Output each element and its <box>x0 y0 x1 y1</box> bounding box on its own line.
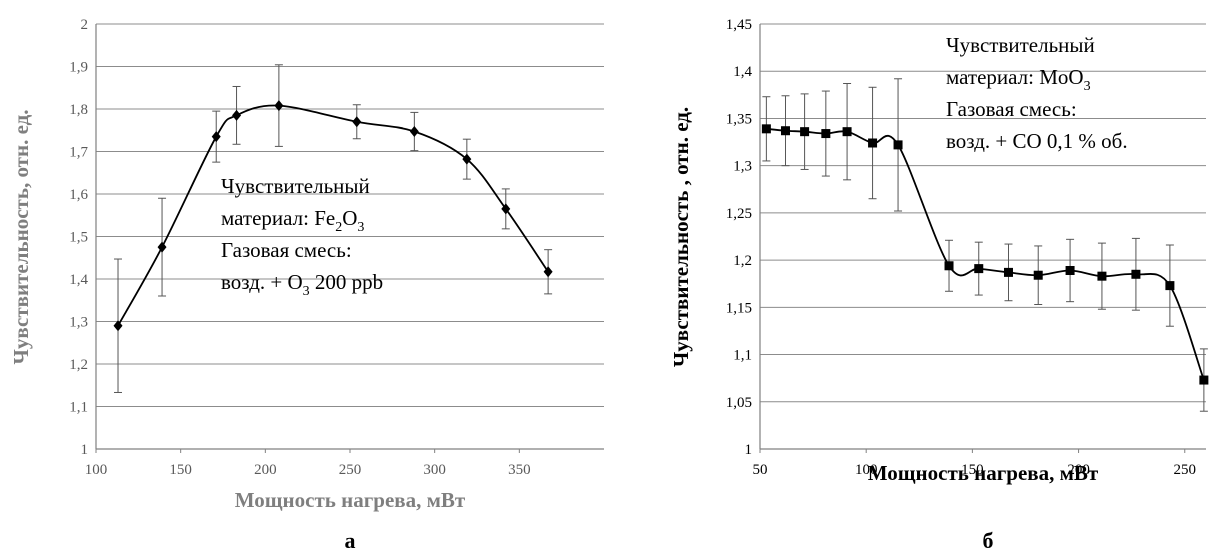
data-point <box>894 140 903 149</box>
x-tick-label: 50 <box>753 462 768 478</box>
data-point <box>868 139 877 148</box>
data-point <box>1034 271 1043 280</box>
x-tick-label: 250 <box>339 462 362 478</box>
y-tick-label: 1,4 <box>733 64 752 80</box>
x-tick-label: 300 <box>423 462 446 478</box>
data-point <box>1066 266 1075 275</box>
y-tick-label: 1,7 <box>69 145 88 161</box>
data-point <box>762 124 771 133</box>
x-tick-label: 100 <box>85 462 108 478</box>
annotation-a-line-1: Чувствительный <box>221 174 370 198</box>
y-tick-label: 1,3 <box>69 315 88 331</box>
y-tick-label: 2 <box>81 17 89 33</box>
panel-label-a: а <box>345 528 356 553</box>
y-tick-label: 1,05 <box>726 395 752 411</box>
y-tick-label: 1,35 <box>726 111 752 127</box>
y-tick-label: 1,1 <box>733 348 752 364</box>
x-tick-label: 250 <box>1174 462 1197 478</box>
y-tick-label: 1,25 <box>726 206 752 222</box>
y-tick-label: 1,2 <box>69 357 88 373</box>
y-tick-label: 1,6 <box>69 187 88 203</box>
y-tick-label: 1,3 <box>733 159 752 175</box>
y-tick-label: 1,4 <box>69 272 88 288</box>
y-tick-labels-a: 1 1,1 1,2 1,3 1,4 1,5 1,6 1,7 1,8 1,9 2 <box>69 17 88 458</box>
y-tick-label: 1,5 <box>69 230 88 246</box>
y-tick-labels-b: 1 1,05 1,1 1,15 1,2 1,25 1,3 1,35 1,4 1,45 <box>726 17 753 458</box>
data-point <box>781 126 790 135</box>
x-axis-title-a: Мощность нагрева, мВт <box>235 488 466 512</box>
y-tick-label: 1,2 <box>733 253 752 269</box>
annotation-b-line-3: Газовая смесь: <box>946 97 1077 121</box>
y-axis-title-b: Чувствительность , отн. ед. <box>669 107 693 367</box>
data-point <box>945 261 954 270</box>
data-point <box>843 127 852 136</box>
y-tick-label: 1,15 <box>726 300 752 316</box>
data-point <box>1165 281 1174 290</box>
x-tick-label: 350 <box>508 462 531 478</box>
y-tick-label: 1 <box>81 442 89 458</box>
x-tick-labels-a: 100 150 200 250 300 350 <box>85 462 531 478</box>
panel-label-b: б <box>983 528 994 553</box>
data-point <box>821 129 830 138</box>
annotation-b-line-4: возд. + CO 0,1 % об. <box>946 129 1128 153</box>
y-tick-label: 1,45 <box>726 17 752 33</box>
x-axis-title-b: Мощность нагрева, мВт <box>868 461 1099 485</box>
data-point <box>1097 272 1106 281</box>
y-tick-label: 1 <box>745 442 753 458</box>
y-axis-title-a: Чувствительность, отн. ед. <box>9 109 33 364</box>
y-tick-label: 1,8 <box>69 102 88 118</box>
data-point <box>1199 376 1208 385</box>
data-point <box>1004 268 1013 277</box>
y-tick-label: 1,1 <box>69 400 88 416</box>
y-tick-label: 1,9 <box>69 60 88 76</box>
x-tick-label: 150 <box>169 462 192 478</box>
chart-panel-a: 1 1,1 1,2 1,3 1,4 1,5 1,6 1,7 1,8 1,9 2 100 150 200 2… <box>9 17 604 553</box>
data-point <box>974 264 983 273</box>
annotation-b-line-1: Чувствительный <box>946 33 1095 57</box>
annotation-a-line-3: Газовая смесь: <box>221 238 352 262</box>
data-point <box>1131 270 1140 279</box>
data-point <box>800 127 809 136</box>
chart-panel-b: 11,051,11,151,21,251,31,351,41,45 50 100 1… <box>669 17 1208 553</box>
x-tick-label: 200 <box>254 462 277 478</box>
